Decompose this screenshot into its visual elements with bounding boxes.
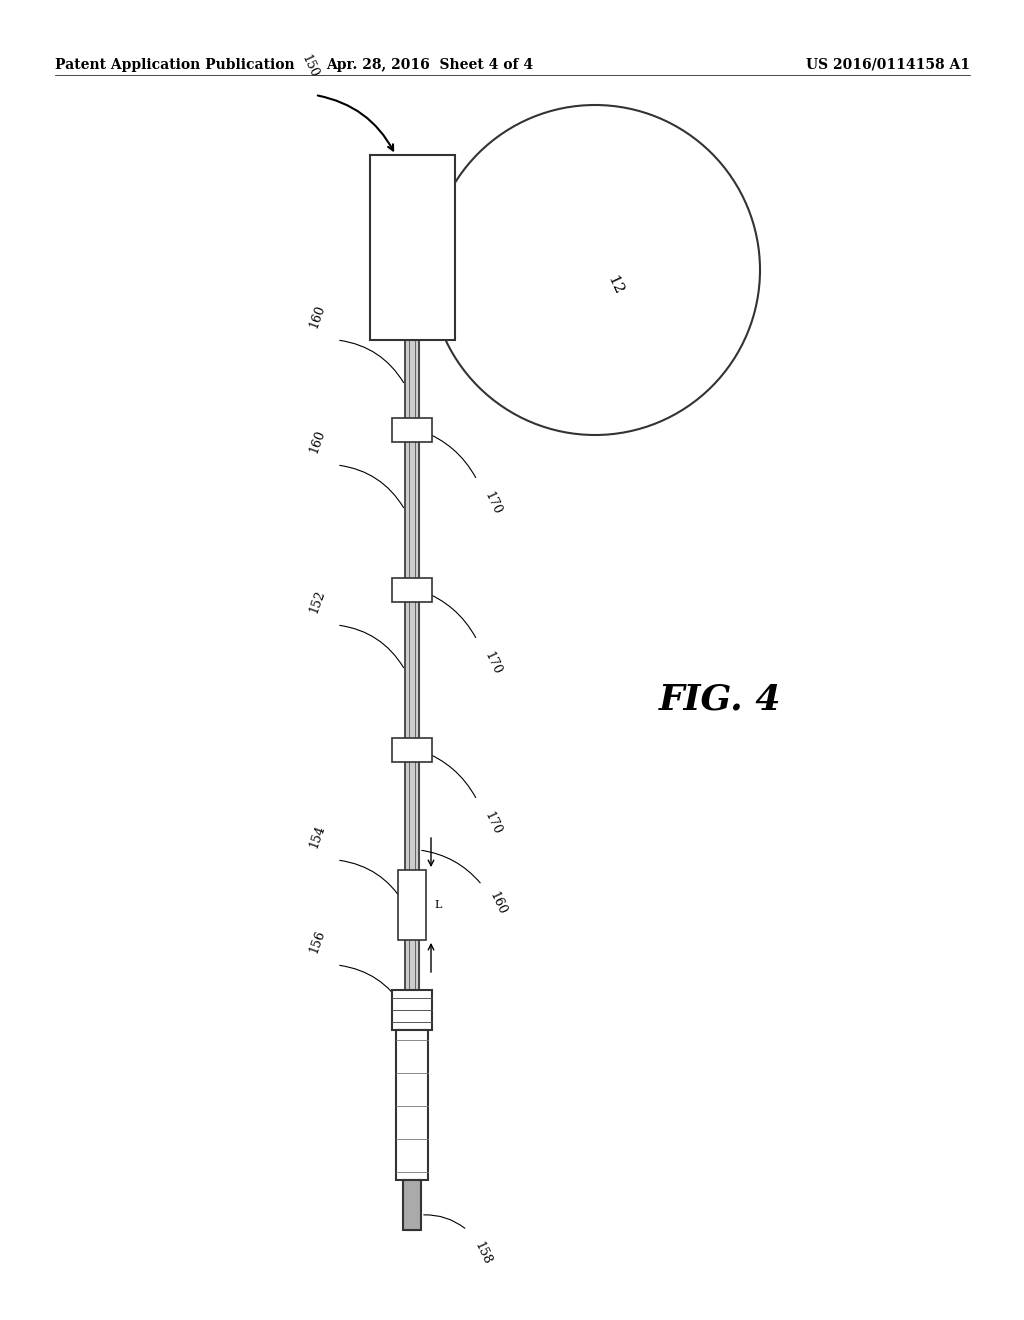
Bar: [403, 1180, 421, 1230]
Text: 162: 162: [401, 234, 424, 261]
Text: 170: 170: [482, 810, 504, 837]
Bar: [398, 870, 426, 940]
Text: L: L: [434, 900, 441, 909]
Text: Apr. 28, 2016  Sheet 4 of 4: Apr. 28, 2016 Sheet 4 of 4: [327, 58, 534, 73]
Text: 160: 160: [306, 428, 327, 455]
Text: 160: 160: [487, 890, 509, 917]
Text: 158: 158: [472, 1239, 494, 1267]
Text: Patent Application Publication: Patent Application Publication: [55, 58, 295, 73]
Bar: [392, 578, 432, 602]
Text: 154: 154: [306, 824, 327, 850]
Text: 150: 150: [299, 53, 321, 81]
Text: 170: 170: [482, 490, 504, 517]
Bar: [396, 1030, 428, 1180]
Text: 12: 12: [604, 273, 626, 297]
Bar: [392, 418, 432, 442]
Text: 170: 170: [482, 649, 504, 677]
Text: 152: 152: [306, 589, 327, 615]
Text: US 2016/0114158 A1: US 2016/0114158 A1: [806, 58, 970, 73]
Text: 156: 156: [306, 928, 327, 954]
Text: FIG. 4: FIG. 4: [658, 682, 781, 717]
Bar: [392, 738, 432, 762]
Bar: [392, 990, 432, 1030]
Text: 160: 160: [306, 304, 327, 330]
Bar: [370, 154, 455, 341]
